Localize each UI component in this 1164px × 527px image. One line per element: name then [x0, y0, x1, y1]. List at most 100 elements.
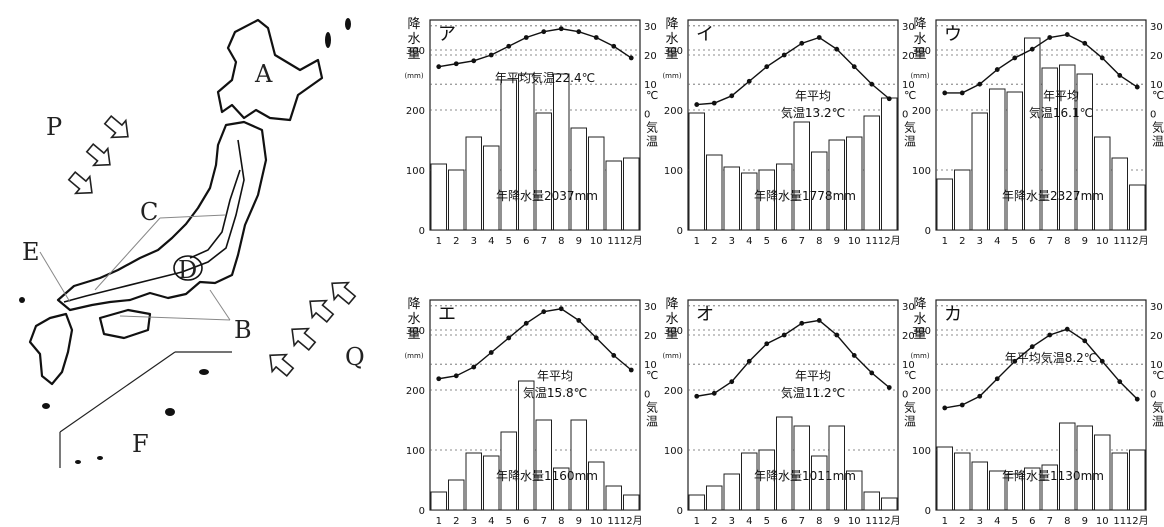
precip-axis-label: 水: [665, 32, 678, 47]
chart-frame: [935, 299, 1147, 511]
precip-bar: [500, 431, 517, 511]
inset-line: [59, 351, 176, 433]
month-tick-label: 9: [1082, 516, 1088, 527]
precip-tick-label: 200: [912, 106, 931, 117]
precip-bar: [811, 455, 828, 511]
month-tick-label: 5: [1012, 516, 1018, 527]
leader-line-c: [94, 217, 161, 291]
precip-bar: [483, 455, 500, 511]
precip-bar: [1041, 67, 1058, 231]
temp-tick-label: 20: [902, 51, 915, 62]
temp-point: [488, 52, 494, 58]
month-tick-label: 3: [471, 516, 477, 527]
precip-axis-label: 量: [913, 327, 926, 342]
precip-tick-label: 0: [677, 506, 683, 517]
temp-axis-label: 温: [646, 414, 658, 428]
island: [199, 369, 209, 375]
temp-point: [869, 81, 875, 87]
precip-axis-label: 水: [407, 32, 420, 47]
precip-bar: [1111, 452, 1128, 511]
precip-bar: [1111, 157, 1128, 231]
precip-bar: [828, 139, 845, 231]
precip-bar: [1094, 136, 1111, 231]
temp-axis-label: 温: [904, 134, 916, 148]
precip-bar: [623, 494, 640, 511]
month-tick-label: 9: [576, 236, 582, 247]
month-tick-label: 8: [816, 236, 822, 247]
month-tick-label: 10: [1096, 516, 1109, 527]
month-tick-label: 6: [781, 236, 787, 247]
annual-temp-label: 年平均: [795, 369, 831, 383]
precip-axis-label: 量: [407, 327, 420, 342]
annual-temp-label: 年平均: [1043, 89, 1079, 103]
annual-precip-label: 年降水量2327mm: [1002, 189, 1104, 203]
wind-arrow-p: [103, 115, 129, 139]
temp-axis-label: 気: [646, 119, 658, 134]
precip-bar: [793, 121, 810, 231]
climate-chart: 0 100 200 300 0 10 20 30 1 2 3 4 5 6 7 8 9 10 11 12月 降水量 (mm)…: [662, 17, 916, 247]
temp-tick-label: 20: [644, 331, 657, 342]
precip-bar: [863, 115, 880, 231]
kyushu-outline: [28, 312, 74, 386]
month-tick-label: 4: [994, 516, 1000, 527]
temp-tick-label: 20: [902, 331, 915, 342]
precip-bar: [811, 151, 828, 231]
temp-tick-label: 10: [644, 360, 657, 371]
temp-point: [942, 405, 948, 411]
precip-bar: [688, 494, 705, 511]
temp-line: [944, 328, 1138, 409]
map-label-p: P: [46, 113, 62, 141]
month-tick-label: 5: [506, 236, 512, 247]
precip-tick-label: 300: [406, 326, 425, 337]
temp-point: [746, 78, 752, 84]
precip-bar: [706, 154, 723, 231]
map-label-d: D: [178, 256, 197, 284]
month-tick-label: 2: [453, 516, 459, 527]
precip-axis-label: 降: [407, 297, 420, 312]
precip-axis-label: 降: [913, 17, 926, 32]
month-tick-label: 10: [590, 236, 603, 247]
month-tick-label: 8: [1064, 516, 1070, 527]
temp-point: [1134, 84, 1140, 90]
precip-bar: [1076, 73, 1093, 231]
month-tick-label: 8: [1064, 236, 1070, 247]
island: [97, 456, 103, 460]
temp-point: [611, 353, 617, 358]
precip-bar: [881, 497, 898, 511]
precip-bar: [430, 163, 447, 231]
temp-point: [694, 102, 700, 107]
month-tick-label: 12月: [1126, 235, 1149, 247]
month-tick-label: 9: [1082, 236, 1088, 247]
temp-point: [593, 335, 599, 341]
climate-chart: 0 100 200 300 0 10 20 30 1 2 3 4 5 6 7 8 9 10 11 12月 降水量 (mm)…: [662, 297, 916, 527]
precip-bar: [1041, 464, 1058, 511]
month-tick-label: 6: [523, 236, 529, 247]
month-tick-label: 5: [764, 516, 770, 527]
precip-bar: [863, 491, 880, 511]
month-tick-label: 10: [590, 516, 603, 527]
chart-title: イ: [696, 24, 714, 45]
precip-bar: [588, 136, 605, 231]
annual-temp-label: 年平均: [537, 369, 573, 383]
temp-point: [576, 29, 582, 35]
temp-point: [886, 96, 892, 102]
temp-tick-label: 0: [644, 389, 650, 400]
month-tick-label: 1: [942, 236, 948, 247]
precip-bar: [430, 491, 447, 511]
precip-bar: [881, 97, 898, 231]
temp-point: [611, 43, 617, 49]
wind-arrow-p: [85, 143, 111, 167]
temp-line: [696, 36, 890, 106]
temp-point: [541, 29, 547, 35]
temp-tick-label: 0: [644, 109, 650, 120]
climate-chart: 0 100 200 300 0 10 20 30 1 2 3 4 5 6 7 8 9 10 11 12月 降水量 (mm)…: [910, 17, 1164, 247]
precip-tick-label: 200: [406, 106, 425, 117]
month-tick-label: 11: [1113, 236, 1126, 247]
temp-point: [1064, 326, 1070, 332]
temp-axis-label: 気: [1152, 399, 1164, 414]
temp-tick-label: 10: [902, 80, 915, 91]
precip-tick-label: 0: [677, 226, 683, 237]
precip-bar: [1024, 467, 1041, 511]
annual-precip-label: 年降水量1130mm: [1002, 469, 1104, 483]
precip-unit-label: (mm): [662, 72, 681, 80]
